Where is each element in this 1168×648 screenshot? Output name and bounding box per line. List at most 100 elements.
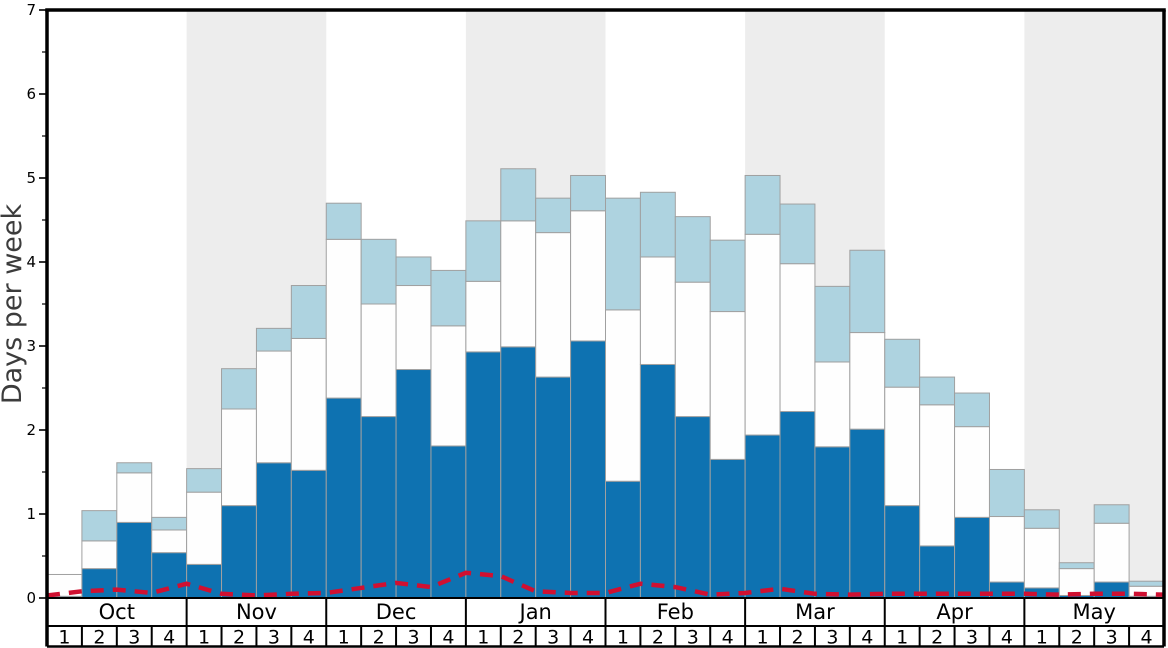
bar-oct-w3-white-middle — [116, 472, 153, 523]
y-tick-label: 3 — [26, 337, 36, 355]
bar-mar-w3-light-blue-upper — [814, 285, 851, 363]
y-tick-label: 7 — [26, 1, 36, 19]
bar-jan-w2-white-middle — [500, 220, 537, 348]
bar-oct-w2-white-middle — [81, 540, 118, 570]
bar-apr-w4-white-middle — [988, 516, 1025, 583]
bar-dec-w3-light-blue-upper — [395, 256, 432, 287]
week-number-label: 1 — [896, 627, 908, 648]
bar-mar-w2-white-middle — [779, 263, 816, 413]
bar-dec-w1-light-blue-upper — [325, 202, 362, 240]
week-number-label: 4 — [442, 627, 454, 648]
bar-feb-w3-white-middle — [674, 281, 711, 418]
bar-oct-w2-light-blue-upper — [81, 510, 118, 542]
bar-nov-w1-dark-blue-lower — [186, 563, 223, 599]
week-number-label: 4 — [163, 627, 175, 648]
week-number-label: 1 — [617, 627, 629, 648]
week-number-label: 4 — [303, 627, 315, 648]
bar-nov-w1-white-middle — [186, 491, 223, 565]
week-number-label: 2 — [93, 627, 105, 648]
bar-jan-w4-white-middle — [570, 210, 606, 342]
week-number-label: 3 — [826, 627, 838, 648]
bar-feb-w1-light-blue-upper — [605, 197, 641, 311]
bar-apr-w4-light-blue-upper — [988, 468, 1025, 518]
bar-may-w1-light-blue-upper — [1023, 509, 1060, 529]
bar-apr-w1-white-middle — [884, 386, 921, 507]
bar-may-w4-light-blue-upper — [1128, 580, 1165, 587]
week-number-label: 3 — [128, 627, 140, 648]
bar-may-w3-white-middle — [1093, 522, 1130, 583]
bar-jan-w3-light-blue-upper — [535, 197, 572, 234]
bar-dec-w1-dark-blue-lower — [325, 397, 362, 599]
week-number-label: 1 — [757, 627, 769, 648]
y-tick-label: 0 — [26, 589, 36, 607]
week-number-label: 1 — [338, 627, 350, 648]
y-tick-label: 4 — [26, 253, 36, 271]
week-number-label: 4 — [861, 627, 873, 648]
bar-mar-w1-dark-blue-lower — [744, 434, 781, 599]
bar-nov-w2-dark-blue-lower — [221, 505, 257, 599]
bar-jan-w2-light-blue-upper — [500, 168, 537, 222]
week-number-label: 1 — [1036, 627, 1048, 648]
bar-dec-w3-white-middle — [395, 285, 432, 371]
bar-apr-w2-light-blue-upper — [919, 376, 956, 406]
bar-nov-w2-white-middle — [221, 408, 257, 507]
month-label-dec: Dec — [376, 600, 417, 624]
bar-dec-w1-white-middle — [325, 238, 362, 399]
month-shading-may — [1024, 10, 1164, 598]
month-label-mar: Mar — [795, 600, 835, 624]
y-tick-label: 1 — [26, 505, 36, 523]
bar-jan-w1-dark-blue-lower — [465, 351, 502, 599]
bar-oct-w4-light-blue-upper — [151, 516, 188, 531]
week-number-label: 1 — [58, 627, 70, 648]
week-number-label: 3 — [547, 627, 559, 648]
bar-apr-w2-dark-blue-lower — [919, 545, 956, 599]
week-number-label: 2 — [233, 627, 245, 648]
bar-may-w2-light-blue-upper — [1058, 562, 1095, 570]
week-number-label: 2 — [931, 627, 943, 648]
bar-feb-w3-dark-blue-lower — [674, 416, 711, 599]
bar-dec-w3-dark-blue-lower — [395, 369, 432, 599]
bar-apr-w1-light-blue-upper — [884, 338, 921, 388]
bar-nov-w4-dark-blue-lower — [290, 469, 327, 599]
bar-jan-w4-dark-blue-lower — [570, 340, 606, 599]
week-number-label: 3 — [966, 627, 978, 648]
week-number-label: 3 — [268, 627, 280, 648]
bar-feb-w4-white-middle — [709, 311, 746, 460]
bar-jan-w2-dark-blue-lower — [500, 346, 537, 599]
bar-dec-w4-white-middle — [430, 325, 467, 447]
week-number-label: 3 — [1106, 627, 1118, 648]
bar-oct-w3-light-blue-upper — [116, 462, 153, 474]
bar-apr-w3-dark-blue-lower — [954, 516, 990, 599]
y-tick-label: 6 — [26, 85, 36, 103]
bar-may-w1-white-middle — [1023, 527, 1060, 589]
week-number-label: 3 — [407, 627, 419, 648]
bar-apr-w3-light-blue-upper — [954, 392, 990, 428]
week-number-label: 2 — [1071, 627, 1083, 648]
month-label-nov: Nov — [236, 600, 277, 624]
bar-jan-w1-light-blue-upper — [465, 220, 502, 282]
bar-feb-w2-dark-blue-lower — [639, 363, 676, 599]
bar-dec-w2-light-blue-upper — [360, 238, 397, 305]
bar-feb-w1-dark-blue-lower — [605, 480, 641, 599]
bar-mar-w1-light-blue-upper — [744, 174, 781, 235]
bar-jan-w3-dark-blue-lower — [535, 376, 572, 599]
bar-nov-w1-light-blue-upper — [186, 468, 223, 493]
bar-jan-w4-light-blue-upper — [570, 174, 606, 212]
month-label-jan: Jan — [518, 600, 552, 624]
bar-jan-w3-white-middle — [535, 232, 572, 378]
bar-apr-w3-white-middle — [954, 426, 990, 518]
bar-oct-w3-dark-blue-lower — [116, 521, 153, 599]
week-number-label: 4 — [1141, 627, 1153, 648]
bar-may-w2-white-middle — [1058, 568, 1095, 596]
month-label-apr: Apr — [936, 600, 973, 624]
month-label-may: May — [1072, 600, 1115, 624]
bar-mar-w4-dark-blue-lower — [849, 428, 886, 599]
bar-mar-w4-white-middle — [849, 332, 886, 430]
bar-feb-w2-white-middle — [639, 256, 676, 365]
bar-feb-w4-dark-blue-lower — [709, 458, 746, 599]
bar-mar-w4-light-blue-upper — [849, 249, 886, 334]
week-number-label: 3 — [687, 627, 699, 648]
week-number-label: 2 — [791, 627, 803, 648]
